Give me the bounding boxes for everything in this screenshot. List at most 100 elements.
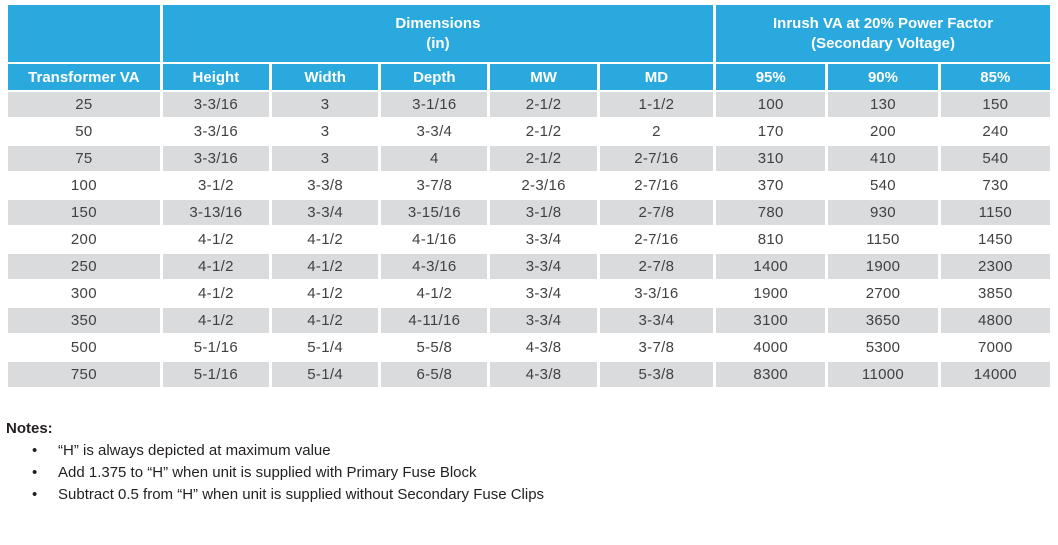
inrush-group-line1: Inrush VA at 20% Power Factor [773,14,994,32]
table-cell: 4-1/2 [162,308,269,333]
table-cell: 4000 [716,335,826,360]
table-cell: 5-1/16 [162,362,269,387]
table-cell: 3-15/16 [381,200,488,225]
table-cell: 3 [272,92,379,117]
table-row: 500 5-1/16 5-1/4 5-5/8 4-3/8 3-7/8 4000 5300 700… [8,335,1050,360]
table-cell: 4-3/8 [490,335,597,360]
table-cell: 3-7/8 [381,173,488,198]
table-cell: 2-7/16 [599,173,714,198]
column-header-width: Width [272,64,379,90]
table-cell: 3-3/4 [490,227,597,252]
table-cell: 4-1/16 [381,227,488,252]
table-cell: 3-1/16 [381,92,488,117]
table-cell: 130 [828,92,938,117]
table-cell: 780 [716,200,826,225]
table-cell: 2-7/16 [599,146,714,171]
dimensions-group-header: Dimensions (in) [162,5,714,62]
table-cell: 150 [940,92,1050,117]
corner-header-cell [8,5,160,62]
table-cell: 5-1/16 [162,335,269,360]
table-cell: 730 [940,173,1050,198]
table-cell: 8300 [716,362,826,387]
dimensions-group-line2: (in) [426,34,450,52]
table-cell: 2-7/16 [599,227,714,252]
table-header: Dimensions (in) Inrush VA at 20% Power F… [8,5,1050,90]
table-cell: 3 [272,146,379,171]
table-cell: 3-3/4 [490,308,597,333]
table-cell: 240 [940,119,1050,144]
table-cell: 1150 [940,200,1050,225]
column-header-transformer-va: Transformer VA [8,64,160,90]
table-cell: 1900 [716,281,826,306]
notes-list: “H” is always depicted at maximum valueA… [6,440,1058,506]
table-row: 150 3-13/16 3-3/4 3-15/16 3-1/8 2-7/8 780 930 11… [8,200,1050,225]
table-cell: 3-3/16 [162,146,269,171]
transformer-va-cell: 500 [8,335,160,360]
table-cell: 540 [828,173,938,198]
table-row: 200 4-1/2 4-1/2 4-1/16 3-3/4 2-7/16 810 1150 145… [8,227,1050,252]
transformer-va-cell: 750 [8,362,160,387]
table-cell: 4-3/8 [490,362,597,387]
table-cell: 3-13/16 [162,200,269,225]
transformer-va-cell: 150 [8,200,160,225]
table-cell: 370 [716,173,826,198]
table-cell: 7000 [940,335,1050,360]
table-cell: 3-1/8 [490,200,597,225]
table-cell: 200 [828,119,938,144]
table-cell: 3850 [940,281,1050,306]
transformer-va-cell: 50 [8,119,160,144]
table-cell: 2-7/8 [599,254,714,279]
note-item: Subtract 0.5 from “H” when unit is suppl… [30,484,1058,506]
table-cell: 1400 [716,254,826,279]
table-cell: 100 [716,92,826,117]
table-cell: 3-3/4 [599,308,714,333]
table-cell: 5-1/4 [272,335,379,360]
column-header-85-: 85% [940,64,1050,90]
table-cell: 4-1/2 [272,227,379,252]
table-row: 25 3-3/16 3 3-1/16 2-1/2 1-1/2 100 130 150 [8,92,1050,117]
column-header-height: Height [162,64,269,90]
column-header-depth: Depth [381,64,488,90]
table-cell: 930 [828,200,938,225]
table-cell: 4-3/16 [381,254,488,279]
table-cell: 4800 [940,308,1050,333]
table-cell: 1900 [828,254,938,279]
table-row: 250 4-1/2 4-1/2 4-3/16 3-3/4 2-7/8 1400 1900 230… [8,254,1050,279]
column-header-mw: MW [490,64,597,90]
table-cell: 3 [272,119,379,144]
transformer-va-cell: 300 [8,281,160,306]
table-cell: 3-3/16 [162,119,269,144]
table-cell: 3-3/4 [272,200,379,225]
table-cell: 4-11/16 [381,308,488,333]
table-cell: 2-1/2 [490,119,597,144]
column-header-90-: 90% [828,64,938,90]
table-cell: 2-3/16 [490,173,597,198]
table-cell: 3-7/8 [599,335,714,360]
table-cell: 3-3/16 [162,92,269,117]
table-cell: 410 [828,146,938,171]
table-cell: 170 [716,119,826,144]
group-header-row: Dimensions (in) Inrush VA at 20% Power F… [8,5,1050,62]
table-body: 25 3-3/16 3 3-1/16 2-1/2 1-1/2 100 130 150 50 3-3/… [8,92,1050,387]
column-header-row: Transformer VA Height Width Depth MW MD 95% 90%… [8,64,1050,90]
table-row: 50 3-3/16 3 3-3/4 2-1/2 2 170 200 240 [8,119,1050,144]
table-row: 100 3-1/2 3-3/8 3-7/8 2-3/16 2-7/16 370 540 730 [8,173,1050,198]
table-row: 300 4-1/2 4-1/2 4-1/2 3-3/4 3-3/16 1900 2700 385… [8,281,1050,306]
table-cell: 4-1/2 [381,281,488,306]
table-cell: 2 [599,119,714,144]
table-cell: 2-7/8 [599,200,714,225]
table-cell: 14000 [940,362,1050,387]
table-cell: 4-1/2 [272,308,379,333]
note-item: “H” is always depicted at maximum value [30,440,1058,462]
table-cell: 5-1/4 [272,362,379,387]
table-cell: 4 [381,146,488,171]
transformer-va-cell: 350 [8,308,160,333]
table-cell: 2700 [828,281,938,306]
transformer-va-cell: 75 [8,146,160,171]
table-cell: 4-1/2 [162,254,269,279]
table-cell: 3-3/16 [599,281,714,306]
notes-title: Notes: [6,420,53,437]
table-cell: 5300 [828,335,938,360]
transformer-va-cell: 250 [8,254,160,279]
